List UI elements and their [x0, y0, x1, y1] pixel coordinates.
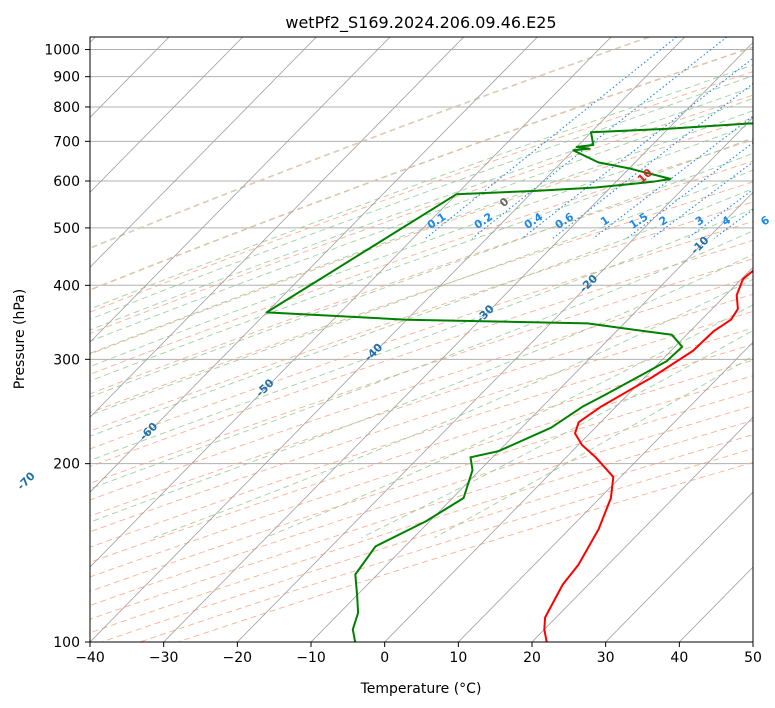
isotherm [90, 37, 317, 268]
mixing-ratio-lines [425, 37, 753, 239]
dry-adiabat [90, 160, 753, 395]
mixing-ratio-line [592, 115, 753, 239]
plot-area [90, 37, 753, 642]
y-tick-label: 700 [53, 134, 80, 150]
isotherm [237, 116, 753, 642]
y-tick-label: 900 [53, 70, 80, 86]
sounding-profiles [265, 122, 753, 642]
y-axis-label: Pressure (hPa) [12, 289, 28, 389]
x-tick-label: 0 [380, 650, 389, 666]
moist-adiabat [90, 64, 753, 310]
moist-adiabat [434, 355, 753, 539]
y-tick-label: 500 [53, 221, 80, 237]
isotherm [90, 37, 612, 568]
dry-adiabat [90, 390, 753, 606]
moist-adiabat [90, 98, 753, 342]
isotherm [90, 37, 465, 418]
isotherm [531, 416, 753, 642]
y-tick-label: 200 [53, 457, 80, 473]
x-tick-label: 30 [597, 650, 615, 666]
dry-adiabat [90, 239, 753, 467]
dry-adiabat [90, 201, 753, 432]
y-tick-label: 300 [53, 352, 80, 368]
x-axis-label: Temperature (°C) [360, 681, 482, 697]
dry-adiabat [90, 181, 753, 414]
mixing-ratio-line [687, 188, 753, 239]
dry-adiabat [90, 293, 753, 517]
temperature-profile [543, 269, 753, 642]
x-tick-label: 20 [523, 650, 541, 666]
pressure-gridlines [90, 49, 753, 643]
x-tick-label: −30 [149, 650, 179, 666]
moist-adiabat [90, 169, 753, 416]
y-tick-label: 1000 [44, 43, 80, 59]
isotherm [384, 266, 753, 642]
dewpoint-profile [265, 122, 753, 642]
x-tick-label: 50 [744, 650, 762, 666]
isotherm [310, 191, 753, 642]
x-tick-label: 40 [670, 650, 688, 666]
y-tick-label: 100 [53, 635, 80, 651]
moist-adiabat [90, 188, 753, 437]
dry-adiabat [90, 71, 753, 313]
isotherm [163, 41, 753, 642]
dry-adiabat [90, 343, 753, 563]
isotherm [458, 341, 753, 642]
isotherm [90, 37, 538, 493]
x-axis-ticks: −40 −30 −20 −10 0 10 20 30 40 50 [75, 642, 762, 666]
isotherm [605, 491, 753, 642]
dry-adiabat [90, 310, 753, 533]
x-tick-label: −20 [223, 650, 253, 666]
x-tick-label: −40 [75, 650, 105, 666]
mixing-ratio-line [521, 57, 753, 239]
dry-adiabat [90, 139, 753, 375]
isotherm [90, 37, 244, 193]
moist-adiabat [90, 123, 753, 368]
y-tick-label: 400 [53, 278, 80, 294]
dry-adiabat-highlight [90, 37, 650, 250]
y-axis-ticks: 100 200 300 400 500 600 700 800 900 1000 [44, 43, 90, 651]
isotherms [90, 37, 753, 642]
isotherm [90, 37, 391, 343]
dry-adiabat-highlight [90, 46, 753, 291]
y-tick-label: 800 [53, 100, 80, 116]
y-tick-label: 600 [53, 174, 80, 190]
plot-frame [89, 36, 754, 643]
x-tick-label: −10 [296, 650, 326, 666]
isotherm [90, 37, 686, 642]
x-tick-label: 10 [449, 650, 467, 666]
chart-title: wetPf2_S169.2024.206.09.46.E25 [285, 13, 556, 33]
